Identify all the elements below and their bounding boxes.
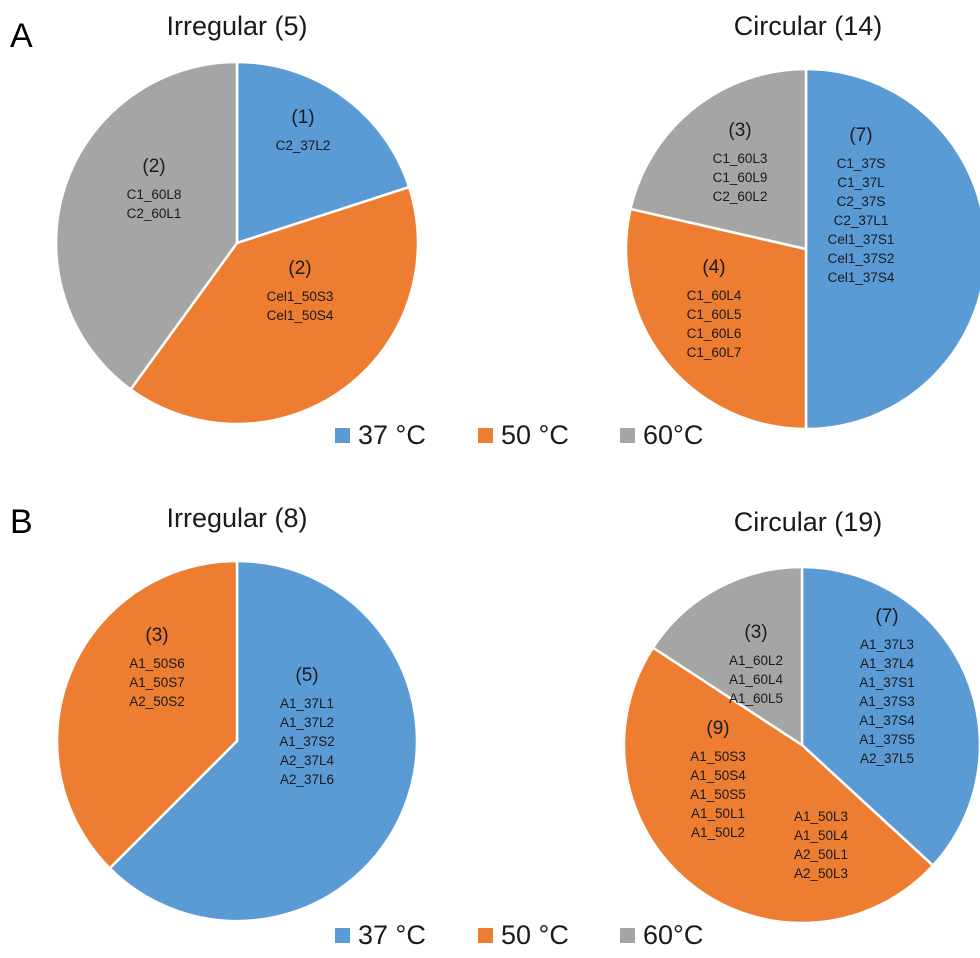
slice-item-label: C1_60L5	[687, 307, 742, 322]
slice-count-label: (3)	[728, 120, 751, 141]
slice-count-label: (2)	[288, 258, 311, 279]
slice-count-label: (9)	[706, 718, 729, 739]
slice-item-label: Cel1_37S1	[828, 232, 895, 247]
slice-item-label: A1_50L3	[794, 809, 848, 824]
slice-item-label: Cel1_37S4	[828, 270, 895, 285]
pie-slice-37c	[800, 565, 980, 867]
slice-item-label: A1_37S2	[279, 734, 335, 749]
pie-slice-50c	[129, 185, 420, 426]
slice-item-label: A1_60L4	[729, 672, 784, 687]
slice-item-label: A1_37S1	[859, 675, 915, 690]
legend-swatch-60c	[620, 428, 635, 443]
slice-item-label: A1_50S3	[690, 749, 746, 764]
slice-item-label: A2_50L1	[794, 847, 848, 862]
slice-item-label: C1_60L7	[687, 345, 742, 360]
slice-item-label: A1_37L4	[860, 656, 915, 671]
slice-item-label: A1_50S6	[129, 656, 185, 671]
slice-item-label: C1_60L3	[713, 151, 768, 166]
slice-item-label: C2_37S	[837, 194, 886, 209]
pie-labels-layer: (1) C2_37L2 (2) Cel1_50S3 Cel1_50S4 (2) C1_60L…	[127, 107, 916, 881]
pie-slice-60c	[629, 67, 808, 251]
slice-item-label: C1_60L9	[713, 170, 768, 185]
panel-letter-b: B	[10, 503, 33, 541]
slice-count-label: (5)	[295, 665, 318, 686]
legend-swatch-37c	[335, 428, 350, 443]
slice-item-label: Cel1_50S3	[267, 289, 334, 304]
legend-label-50c: 50 °C	[501, 420, 569, 450]
pie-slice-50c	[55, 559, 239, 870]
slice-item-label: A1_50S4	[690, 768, 746, 783]
slice-item-label: A1_37S4	[859, 713, 915, 728]
panel-letter-a: A	[10, 17, 33, 55]
pie-slice-60c	[651, 565, 804, 747]
pie-slice-37c	[108, 559, 419, 923]
slice-item-label: A2_37L5	[860, 751, 914, 766]
slice-item-label: A2_37L4	[280, 753, 335, 768]
legend-label-50c: 50 °C	[501, 920, 569, 950]
legend-label-60c: 60°C	[643, 420, 703, 450]
chart-title-b-circular: Circular (19)	[734, 507, 883, 537]
slice-count-label: (7)	[875, 606, 898, 627]
slice-item-label: Cel1_37S2	[828, 251, 895, 266]
legend-swatch-50c	[478, 928, 493, 943]
legend-label-60c: 60°C	[643, 920, 703, 950]
slice-item-label: A1_50S7	[129, 675, 185, 690]
slice-item-label: A1_37L3	[860, 637, 914, 652]
legend-label-37c: 37 °C	[358, 920, 426, 950]
slice-count-label: (3)	[744, 622, 767, 643]
slice-item-label: A2_50S2	[129, 694, 185, 709]
slice-item-label: C1_60L4	[687, 288, 742, 303]
legends-layer: 37 °C 50 °C 60°C 37 °C 50 °C 60°C	[335, 420, 703, 950]
legend-swatch-60c	[620, 928, 635, 943]
slice-count-label: (1)	[291, 107, 314, 128]
chart-title-a-circular: Circular (14)	[734, 11, 883, 41]
slice-item-label: C2_37L1	[834, 213, 889, 228]
slice-item-label: A2_50L3	[794, 866, 848, 881]
slice-item-label: A2_37L6	[280, 772, 334, 787]
slice-item-label: Cel1_50S4	[267, 308, 334, 323]
pie-slice-50c	[624, 207, 808, 431]
slice-count-label: (3)	[145, 625, 168, 646]
slice-item-label: C2_60L1	[127, 206, 182, 221]
pie-slice-37c	[804, 67, 980, 431]
legend-swatch-37c	[335, 928, 350, 943]
slice-item-label: A1_50L1	[691, 806, 745, 821]
chart-title-a-irregular: Irregular (5)	[166, 11, 307, 41]
slice-item-label: C2_60L2	[713, 189, 768, 204]
slice-item-label: A1_37S5	[859, 732, 915, 747]
slice-count-label: (4)	[702, 257, 725, 278]
pie-slice-60c	[54, 60, 239, 391]
legend-swatch-50c	[478, 428, 493, 443]
slice-item-label: C1_60L8	[127, 187, 182, 202]
slice-item-label: A1_37L1	[280, 696, 334, 711]
slice-item-label: A1_60L5	[729, 691, 783, 706]
slice-item-label: A1_37S3	[859, 694, 915, 709]
slice-item-label: A1_37L2	[280, 715, 334, 730]
slice-item-label: A1_50S5	[690, 787, 746, 802]
slice-item-label: C1_60L6	[687, 326, 742, 341]
pie-slices-layer	[54, 60, 980, 925]
pie-slice-50c	[622, 646, 935, 925]
slice-item-label: C2_37L2	[276, 138, 331, 153]
slice-item-label: C1_37S	[837, 156, 886, 171]
pie-slice-37c	[235, 60, 411, 245]
slice-count-label: (2)	[142, 156, 165, 177]
slice-item-label: C1_37L	[837, 175, 885, 190]
slice-item-label: A1_50L2	[691, 825, 745, 840]
legend-label-37c: 37 °C	[358, 420, 426, 450]
slice-count-label: (7)	[849, 125, 872, 146]
slice-item-label: A1_50L4	[794, 828, 849, 843]
slice-item-label: A1_60L2	[729, 653, 783, 668]
chart-title-b-irregular: Irregular (8)	[166, 503, 307, 533]
